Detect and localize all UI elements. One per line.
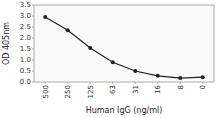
point <box>133 69 137 73</box>
point <box>178 76 182 80</box>
y-tick-label: 1.0 <box>20 56 31 64</box>
y-tick-label: 2.0 <box>20 34 31 42</box>
x-tick <box>112 82 113 84</box>
line <box>45 17 203 78</box>
x-tick-label: 31 <box>132 85 140 94</box>
x-tick <box>180 82 181 84</box>
x-tick <box>135 82 136 84</box>
x-tick-label: 0 <box>199 85 207 89</box>
y-axis-label: OD 405nm <box>2 22 11 65</box>
y-tick <box>32 5 34 6</box>
x-tick-label: 8 <box>177 85 185 89</box>
plot-frame <box>34 5 214 82</box>
x-tick <box>202 82 203 84</box>
point <box>43 15 47 19</box>
y-tick-label: 0.5 <box>20 67 31 75</box>
x-tick-label: 250 <box>64 85 72 98</box>
y-tick <box>32 27 34 28</box>
y-tick-label: 0.0 <box>20 78 31 86</box>
point <box>156 74 160 78</box>
y-tick-label: 3.0 <box>20 12 31 20</box>
y-tick <box>32 38 34 39</box>
x-tick-label: 16 <box>154 84 162 93</box>
point <box>66 28 70 32</box>
x-tick <box>67 82 68 84</box>
y-tick <box>32 49 34 50</box>
y-tick-label: 1.5 <box>20 45 31 53</box>
point <box>111 60 115 64</box>
series <box>43 15 205 80</box>
x-tick-label: 63 <box>109 85 117 94</box>
x-tick <box>90 82 91 84</box>
y-tick <box>32 71 34 72</box>
x-axis-label: Human IgG (ng/ml) <box>86 106 163 115</box>
y-tick <box>32 82 34 83</box>
x-tick <box>45 82 46 84</box>
y-tick <box>32 16 34 17</box>
point <box>201 75 205 79</box>
chart: 0.0 0.5 1.0 1.5 2.0 2.5 3.0 3.5 500 250 125 63 31 16 8… <box>0 0 220 118</box>
y-tick <box>32 60 34 61</box>
y-tick-label: 3.5 <box>20 1 31 9</box>
x-tick <box>157 82 158 84</box>
point <box>88 46 92 50</box>
y-tick-label: 2.5 <box>20 23 31 31</box>
x-tick-label: 125 <box>87 85 95 98</box>
x-tick-label: 500 <box>42 85 50 98</box>
